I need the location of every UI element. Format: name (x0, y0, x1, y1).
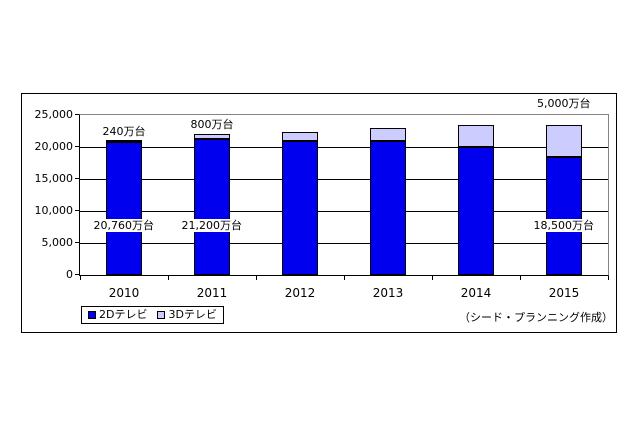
bar-3d-2012 (282, 131, 318, 141)
bar-2d-2011 (194, 139, 230, 275)
plot-area (79, 114, 609, 276)
x-axis-tick (344, 276, 345, 280)
x-axis-label-2015: 2015 (548, 286, 580, 300)
x-axis-tick (80, 276, 81, 280)
x-axis-tick (168, 276, 169, 280)
bar-2d-2012 (282, 140, 318, 275)
chart-frame: 0 5,000 10,000 15,000 20,000 25,000 2010 2011 20… (21, 93, 617, 333)
y-axis-tick (75, 146, 79, 147)
x-axis-label-2012: 2012 (284, 286, 316, 300)
y-axis-label-0: 0 (66, 268, 73, 281)
x-axis-label-2014: 2014 (460, 286, 492, 300)
bar-2d-2010 (106, 142, 142, 275)
legend-label-3d: 3Dテレビ (168, 308, 217, 321)
x-axis-label-2010: 2010 (108, 286, 140, 300)
y-axis-label-20,000: 20,000 (34, 140, 74, 153)
data-label-above-2011: 800万台 (190, 118, 234, 132)
y-axis-label-5,000: 5,000 (41, 236, 74, 249)
credit-text: （シード・プランニング作成） (459, 311, 613, 324)
bar-3d-2015 (546, 124, 582, 157)
legend-item-3d: 3Dテレビ (157, 308, 217, 321)
gridline-15000 (80, 179, 608, 180)
gridline-10000 (80, 211, 608, 212)
bar-3d-2011 (194, 134, 230, 140)
legend-item-2d: 2Dテレビ (88, 309, 147, 321)
legend-label-2d: 2Dテレビ (99, 308, 148, 321)
legend-swatch-3d-icon (157, 311, 166, 319)
data-label-inside-2015: 18,500万台 (531, 219, 596, 232)
y-axis-tick (75, 178, 79, 179)
legend: 2Dテレビ 3Dテレビ (81, 306, 224, 324)
gridline-20000 (80, 147, 608, 148)
y-axis-tick (75, 274, 79, 275)
x-axis-label-2011: 2011 (196, 286, 228, 300)
gridline-5000 (80, 243, 608, 244)
bar-2d-2013 (370, 140, 406, 275)
y-axis-label-25,000: 25,000 (34, 108, 74, 121)
x-axis-tick (256, 276, 257, 280)
y-axis-tick (75, 114, 79, 115)
data-label-inside-2011: 21,200万台 (179, 219, 244, 232)
bar-2d-2015 (546, 156, 582, 275)
x-axis-tick (608, 276, 609, 280)
bar-2d-2014 (458, 147, 494, 275)
legend-swatch-2d-icon (88, 311, 96, 319)
bar-3d-2013 (370, 127, 406, 141)
y-axis-tick (75, 210, 79, 211)
bar-3d-2014 (458, 124, 494, 147)
data-label-above-2010: 240万台 (102, 124, 146, 138)
y-axis-label-10,000: 10,000 (34, 204, 74, 217)
data-label-inside-2010: 20,760万台 (91, 219, 156, 232)
bar-3d-2010 (106, 140, 142, 143)
y-axis-tick (75, 242, 79, 243)
x-axis-tick (432, 276, 433, 280)
x-axis-label-2013: 2013 (372, 286, 404, 300)
y-axis-label-15,000: 15,000 (34, 172, 74, 185)
x-axis-tick (520, 276, 521, 280)
data-label-top-2015: 5,000万台 (537, 97, 591, 110)
